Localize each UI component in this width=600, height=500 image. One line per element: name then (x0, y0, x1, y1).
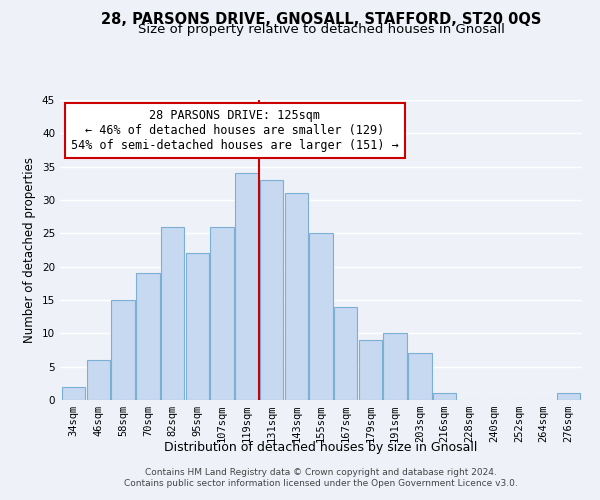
Text: 28, PARSONS DRIVE, GNOSALL, STAFFORD, ST20 0QS: 28, PARSONS DRIVE, GNOSALL, STAFFORD, ST… (101, 12, 541, 28)
Bar (210, 226, 234, 400)
Bar (235, 174, 259, 400)
Bar (433, 394, 457, 400)
Bar (359, 340, 382, 400)
Bar (112, 300, 135, 400)
Bar (309, 234, 333, 400)
Text: 28 PARSONS DRIVE: 125sqm
← 46% of detached houses are smaller (129)
54% of semi-: 28 PARSONS DRIVE: 125sqm ← 46% of detach… (71, 109, 399, 152)
Text: Contains HM Land Registry data © Crown copyright and database right 2024.
Contai: Contains HM Land Registry data © Crown c… (124, 468, 518, 487)
Bar (185, 254, 209, 400)
Bar (334, 306, 358, 400)
Bar (557, 394, 580, 400)
Bar (260, 180, 283, 400)
Bar (86, 360, 110, 400)
Text: Size of property relative to detached houses in Gnosall: Size of property relative to detached ho… (137, 22, 505, 36)
Text: Distribution of detached houses by size in Gnosall: Distribution of detached houses by size … (164, 441, 478, 454)
Bar (136, 274, 160, 400)
Bar (62, 386, 85, 400)
Bar (408, 354, 432, 400)
Y-axis label: Number of detached properties: Number of detached properties (23, 157, 37, 343)
Bar (284, 194, 308, 400)
Bar (383, 334, 407, 400)
Bar (161, 226, 184, 400)
